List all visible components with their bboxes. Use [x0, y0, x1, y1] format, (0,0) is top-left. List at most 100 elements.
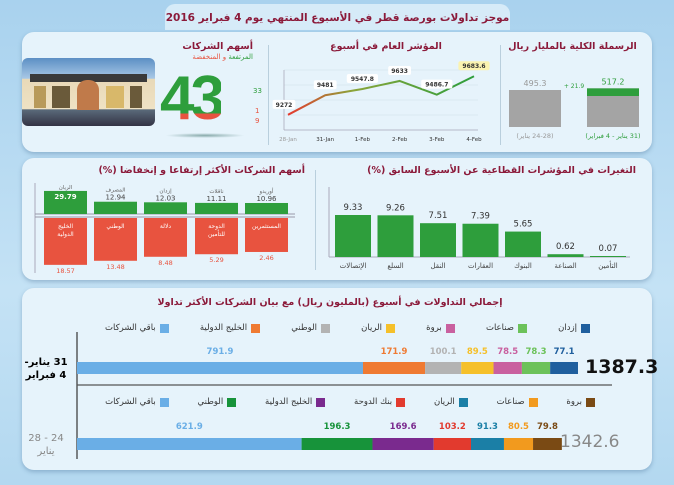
divider — [500, 45, 501, 145]
index-value-label: 9486.7 — [425, 82, 448, 89]
legend-item: الخليج الدولية — [265, 397, 326, 407]
legend-swatch — [321, 323, 330, 333]
legend-item: إزدان — [558, 323, 590, 333]
period-line: 31 يناير- — [24, 357, 68, 368]
loser-name-label: الدوحة — [208, 223, 225, 230]
cap-bar — [509, 90, 561, 127]
legend-swatch — [445, 323, 455, 333]
period-label-previous: 24 - 28 يناير — [18, 432, 74, 458]
companies-total: 43 — [160, 64, 225, 133]
loser-bar — [245, 218, 288, 252]
legend-label: الريان — [361, 323, 382, 333]
companies-down-count: 9 — [255, 117, 260, 125]
index-value-bg — [313, 80, 337, 90]
subtitle-and: و — [222, 53, 227, 61]
capitalization-title: الرسملة الكلية بالمليار ريال — [508, 41, 637, 52]
legend-item: الوطني — [291, 323, 330, 333]
legend-swatch — [159, 397, 169, 407]
sector-category-label: البنوك — [514, 262, 532, 270]
general-index-line-chart: 9272 28-Jan 9481 31-Jan 9547.8 1-Feb 9633 2-Feb… — [272, 61, 490, 143]
segment-value-label: 169.6 — [390, 422, 417, 432]
stack-segment — [503, 438, 534, 450]
legend-swatch — [586, 397, 595, 407]
segment-value-label: 78.3 — [526, 347, 547, 357]
stack-segment — [301, 438, 373, 450]
qatar-exchange-building-photo — [22, 58, 155, 126]
x-tick-label: 28-Jan — [279, 137, 297, 143]
companies-unchanged-count: 1 — [255, 107, 260, 115]
loser-value-label: 2.46 — [259, 254, 273, 262]
legend-label: بنك الدوحة — [354, 397, 393, 407]
index-value-bg — [458, 61, 490, 71]
weekly-trading-stacked-bars: 791.9 171.9 100.1 89.5 78.5 78.3 77.1 621.9 196.… — [76, 332, 612, 459]
page-title: موجز تداولات بورصة قطر في الأسبوع المنته… — [165, 4, 510, 30]
cap-value-label: 517.2 — [602, 77, 625, 86]
legend-item: باقي الشركات — [105, 323, 169, 333]
cap-change-label: + 21.9 — [564, 83, 584, 90]
segment-value-label: 78.5 — [497, 347, 518, 357]
sector-value-label: 5.65 — [514, 220, 533, 230]
sector-category-label: الإتصالات — [340, 262, 367, 270]
legend-label: باقي الشركات — [105, 323, 156, 333]
gainer-value-label: 10.96 — [256, 195, 277, 203]
cap-category-label: (24-28 يناير) — [516, 132, 553, 140]
segment-value-label: 791.9 — [207, 347, 234, 357]
gainer-value-label: 12.94 — [105, 194, 126, 202]
sector-value-label: 0.07 — [599, 244, 618, 254]
stack-segment — [433, 438, 471, 450]
legend-swatch — [316, 397, 326, 407]
legend-label: بروة — [426, 323, 442, 333]
loser-bar — [44, 218, 87, 265]
legend-label: بروة — [566, 397, 582, 407]
index-title: المؤشر العام في أسبوع — [330, 41, 442, 52]
gainer-bar — [245, 202, 288, 214]
capitalization-bar-chart: 495.3 (24-28 يناير) 517.2 (31 يناير - 4 فبر… — [509, 77, 641, 140]
legend-label: باقي الشركات — [105, 397, 156, 407]
loser-name-label: المستثمرين — [252, 223, 281, 230]
segment-value-label: 77.1 — [554, 347, 575, 357]
stack-segment — [470, 438, 504, 450]
x-tick-label: 3-Feb — [429, 137, 445, 143]
subtitle-down: المنخفضة — [192, 53, 221, 61]
gainer-bar — [144, 202, 187, 214]
segment-value-label: 103.2 — [439, 422, 466, 432]
gainer-value-label: 12.03 — [155, 194, 175, 202]
total-previous: 1342.6 — [560, 432, 620, 452]
loser-bar — [94, 218, 137, 261]
gainer-name-label: المصرف — [106, 188, 126, 194]
index-value-label: 9547.8 — [351, 76, 374, 83]
sector-value-label: 9.33 — [344, 203, 363, 213]
legend-item: الخليج الدولية — [200, 323, 261, 333]
stack-segment — [521, 362, 551, 374]
sector-value-label: 7.39 — [471, 212, 490, 222]
x-tick-label: 31-Jan — [316, 137, 334, 143]
segment-value-label: 79.8 — [537, 422, 558, 432]
index-value-label: 9633 — [391, 68, 408, 75]
loser-value-label: 5.29 — [209, 256, 223, 264]
legend-label: الريان — [433, 397, 455, 407]
gainer-bar — [94, 201, 137, 214]
sector-category-label: النقل — [430, 262, 445, 270]
legend-item: صناعات — [486, 323, 527, 333]
sector-category-label: الصناعة — [554, 262, 576, 270]
sector-bar — [420, 223, 456, 257]
legend-swatch — [386, 323, 395, 333]
total-current: 1387.3 — [585, 356, 659, 378]
legend-item: بنك الدوحة — [354, 397, 406, 407]
companies-title: أسهم الشركات — [182, 41, 253, 52]
index-value-label: 9481 — [317, 82, 334, 89]
gainer-bar — [195, 202, 238, 214]
gainer-name-label: إزدان — [159, 188, 172, 194]
sector-bar — [377, 215, 414, 257]
period-line: 4 فبراير — [25, 370, 67, 381]
legend-swatch — [159, 323, 169, 333]
index-value-bg — [272, 99, 296, 109]
period-label-current: 31 يناير- 4 فبراير — [18, 356, 74, 382]
subtitle-up: المرتفعة — [228, 53, 253, 61]
sector-value-label: 7.51 — [429, 211, 448, 221]
loser-name-label: للتأمين — [208, 229, 225, 238]
stack-segment — [493, 362, 522, 374]
segment-value-label: 89.5 — [467, 347, 488, 357]
loser-bar — [144, 218, 187, 257]
